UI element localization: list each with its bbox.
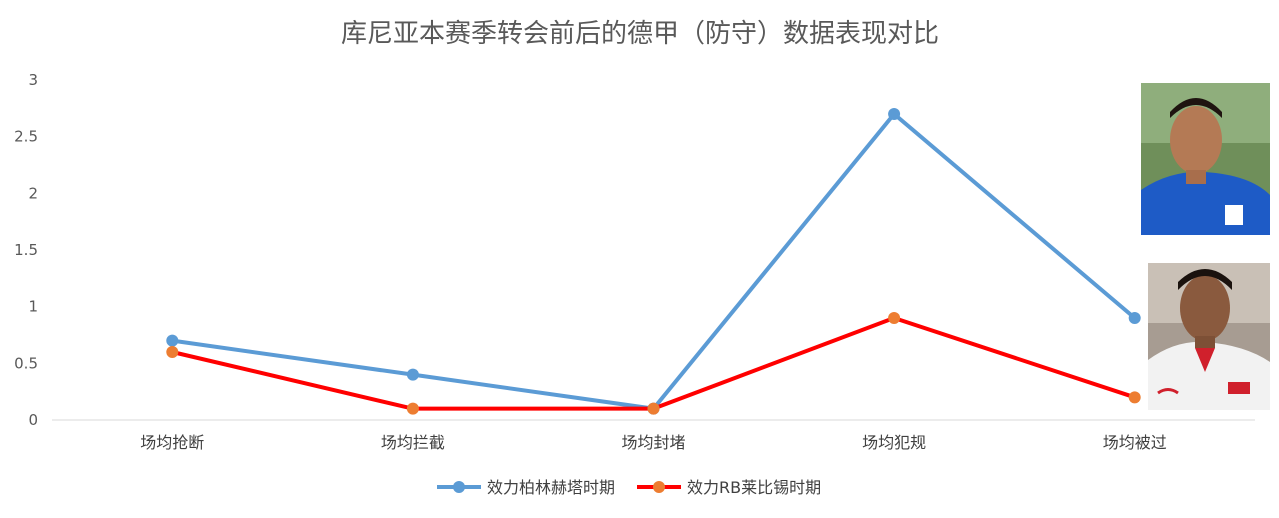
series-point-1 [406, 402, 419, 415]
series-point-0 [166, 334, 179, 347]
x-category-label: 场均被过 [1103, 433, 1167, 452]
x-category-label: 场均抢断 [140, 433, 204, 452]
legend-swatch-marker [453, 481, 465, 493]
y-tick-label: 0 [28, 411, 38, 429]
series-point-0 [406, 368, 419, 381]
series-point-1 [888, 312, 901, 324]
legend: 效力柏林赫塔时期 效力RB莱比锡时期 [437, 478, 821, 497]
chart-title: 库尼亚本赛季转会前后的德甲（防守）数据表现对比 [341, 19, 939, 49]
x-category-label: 场均犯规 [862, 433, 926, 452]
y-tick-label: 2.5 [14, 128, 38, 146]
series-point-1 [647, 402, 660, 415]
x-category-label: 场均封堵 [621, 433, 685, 452]
series-point-0 [1128, 312, 1141, 324]
y-tick-label: 1 [28, 298, 38, 316]
series-point-1 [166, 346, 179, 358]
x-axis-categories: 场均抢断 场均拦截 场均封堵 场均犯规 场均被过 [140, 433, 1166, 452]
series-line-1 [170, 316, 1137, 411]
hertha-player-photo [1141, 83, 1270, 235]
series-point-1 [1128, 391, 1141, 404]
legend-entry-label: 效力柏林赫塔时期 [487, 478, 615, 497]
y-tick-label: 1.5 [14, 241, 38, 259]
y-tick-label: 2 [28, 184, 38, 202]
series-line-0 [170, 112, 1137, 411]
leipzig-player-photo [1148, 263, 1270, 410]
series-point-0 [888, 108, 901, 120]
legend-swatch-marker [653, 481, 665, 493]
y-tick-label: 0.5 [14, 354, 38, 372]
x-category-label: 场均拦截 [381, 433, 445, 452]
series-layer [166, 108, 1141, 415]
y-tick-label: 3 [28, 71, 38, 89]
legend-entry-label: 效力RB莱比锡时期 [687, 478, 821, 497]
y-axis-ticks: 0 0.5 1 1.5 2 2.5 3 [14, 71, 38, 429]
